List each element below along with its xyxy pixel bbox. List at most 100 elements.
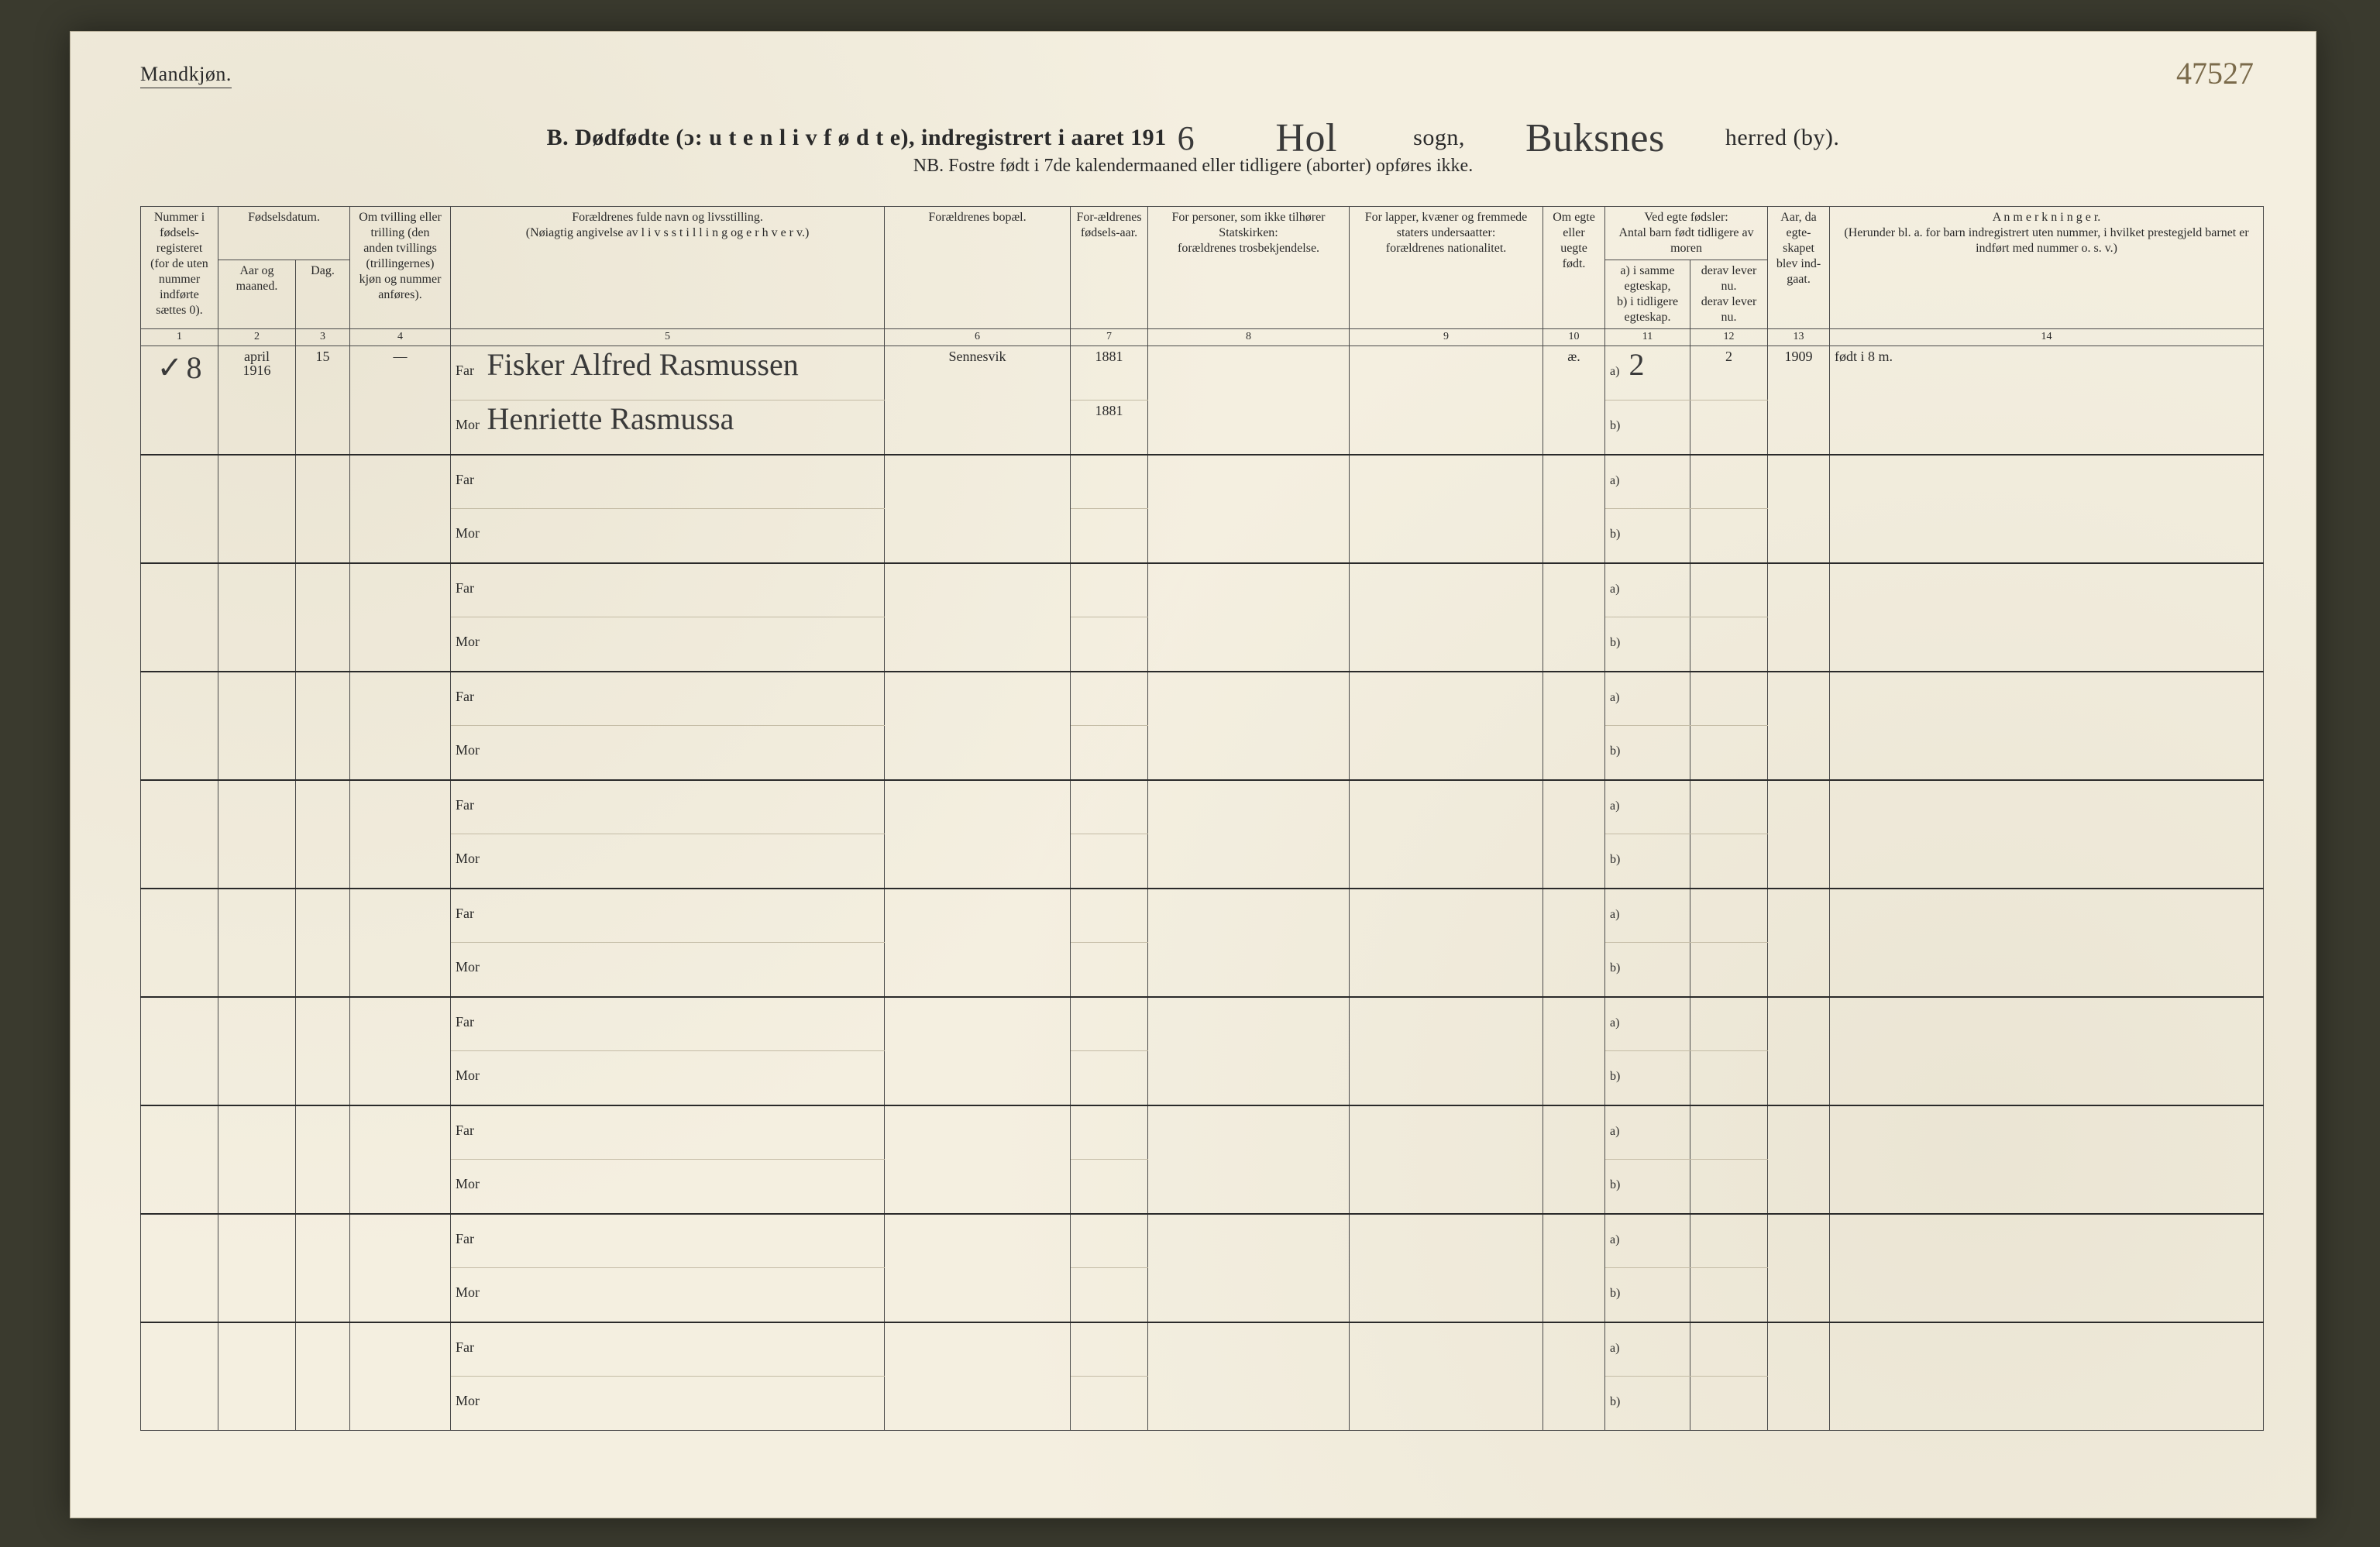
cell-day: [296, 455, 350, 563]
cell-father-name: Far: [451, 997, 885, 1051]
cell-residence: [885, 455, 1071, 563]
col-8-header: For personer, som ikke tilhører Statskir…: [1148, 207, 1350, 329]
cell-nationality: [1350, 563, 1543, 672]
cell-marriage-year: 1909: [1768, 346, 1830, 455]
cell-living-a: [1690, 889, 1768, 943]
cell-living-b: [1690, 617, 1768, 672]
cell-father-birthyear: [1071, 672, 1148, 726]
cell-prev-children-b: b): [1605, 1268, 1690, 1322]
a-label: a): [1610, 365, 1625, 379]
mor-label: Mor: [456, 525, 483, 541]
cell-month-year: [218, 1322, 296, 1431]
cell-residence: [885, 563, 1071, 672]
cell-prev-children-a: a): [1605, 1322, 1690, 1377]
cell-father-name: Far: [451, 1105, 885, 1160]
cell-living-a: [1690, 455, 1768, 509]
cell-father-birthyear: [1071, 455, 1148, 509]
cell-twin: [350, 889, 451, 997]
col-9-header: For lapper, kvæner og fremmede staters u…: [1350, 207, 1543, 329]
col-13-header: Aar, da egte-skapet blev ind-gaat.: [1768, 207, 1830, 329]
col-2a-header: Aar og maaned.: [218, 260, 296, 329]
far-label: Far: [456, 580, 483, 596]
cell-notes: [1830, 780, 2264, 889]
cell-living-b: [1690, 1051, 1768, 1105]
cell-prev-children-a: a): [1605, 997, 1690, 1051]
cell-residence: [885, 780, 1071, 889]
mor-label: Mor: [456, 417, 483, 433]
cell-father-name: Far: [451, 563, 885, 617]
cell-father-birthyear: [1071, 563, 1148, 617]
cell-living-a: [1690, 1105, 1768, 1160]
b-label: b): [1610, 419, 1625, 433]
cell-month-year: [218, 889, 296, 997]
far-label: Far: [456, 1122, 483, 1139]
cell-number: [141, 889, 218, 997]
far-label: Far: [456, 1339, 483, 1356]
col-2b-header: Dag.: [296, 260, 350, 329]
parish-handwritten: Hol: [1229, 115, 1384, 161]
cell-mother-birthyear: [1071, 1377, 1148, 1431]
cell-prev-children-a: a): [1605, 1105, 1690, 1160]
cell-mother-name: Mor: [451, 943, 885, 997]
a-label: a): [1610, 691, 1625, 705]
cell-mother-birthyear: [1071, 943, 1148, 997]
cell-living-b: [1690, 401, 1768, 455]
cell-mother-birthyear: [1071, 1160, 1148, 1214]
cell-day: [296, 563, 350, 672]
cell-marriage-year: [1768, 780, 1830, 889]
mor-label: Mor: [456, 1284, 483, 1301]
b-label: b): [1610, 744, 1625, 758]
far-label: Far: [456, 906, 483, 922]
cell-twin: —: [350, 346, 451, 455]
cell-living-a: [1690, 672, 1768, 726]
cell-living-b: [1690, 943, 1768, 997]
far-label: Far: [456, 689, 483, 705]
col-1-header: Nummer i fødsels-registeret (for de uten…: [141, 207, 218, 329]
colnum-9: 9: [1350, 329, 1543, 346]
cell-day: 15: [296, 346, 350, 455]
entry-row-far: Far a): [141, 889, 2264, 943]
mor-label: Mor: [456, 1067, 483, 1084]
cell-mother-name: Mor: [451, 1051, 885, 1105]
year-handwritten: 6: [1178, 119, 1195, 158]
cell-residence: [885, 889, 1071, 997]
mor-label: Mor: [456, 1176, 483, 1192]
entry-row-far: Far a): [141, 1214, 2264, 1268]
cell-twin: [350, 1105, 451, 1214]
cell-legitimacy: æ.: [1543, 346, 1605, 455]
col-7-header: For-ældrenes fødsels-aar.: [1071, 207, 1148, 329]
col-5-header: Forældrenes fulde navn og livsstilling. …: [451, 207, 885, 329]
entry-number: 8: [187, 350, 202, 385]
cell-day: [296, 780, 350, 889]
register-page: Mandkjøn. 47527 B. Dødfødte (ɔ: u t e n …: [70, 31, 2316, 1518]
cell-day: [296, 672, 350, 780]
colnum-1: 1: [141, 329, 218, 346]
entry-row-far: Far a): [141, 563, 2264, 617]
a-label: a): [1610, 1342, 1625, 1356]
cell-marriage-year: [1768, 672, 1830, 780]
cell-prev-children-b: b): [1605, 617, 1690, 672]
cell-living-a: [1690, 997, 1768, 1051]
entry-row-far: Far a): [141, 1322, 2264, 1377]
cell-marriage-year: [1768, 1105, 1830, 1214]
father-name-value: Fisker Alfred Rasmussen: [487, 347, 799, 382]
far-label: Far: [456, 363, 483, 379]
cell-month-year: [218, 563, 296, 672]
cell-twin: [350, 672, 451, 780]
far-label: Far: [456, 797, 483, 813]
cell-twin: [350, 455, 451, 563]
cell-notes: [1830, 563, 2264, 672]
cell-mother-birthyear: [1071, 509, 1148, 563]
cell-twin: [350, 1214, 451, 1322]
cell-prev-children-a: a): [1605, 563, 1690, 617]
cell-prev-children-a: a): [1605, 780, 1690, 834]
colnum-11: 11: [1605, 329, 1690, 346]
cell-religion: [1148, 563, 1350, 672]
a-label: a): [1610, 583, 1625, 596]
cell-nationality: [1350, 1105, 1543, 1214]
cell-father-birthyear: 1881: [1071, 346, 1148, 401]
cell-month-year: april 1916: [218, 346, 296, 455]
cell-marriage-year: [1768, 455, 1830, 563]
cell-mother-name: Mor: [451, 834, 885, 889]
cell-mother-birthyear: [1071, 834, 1148, 889]
